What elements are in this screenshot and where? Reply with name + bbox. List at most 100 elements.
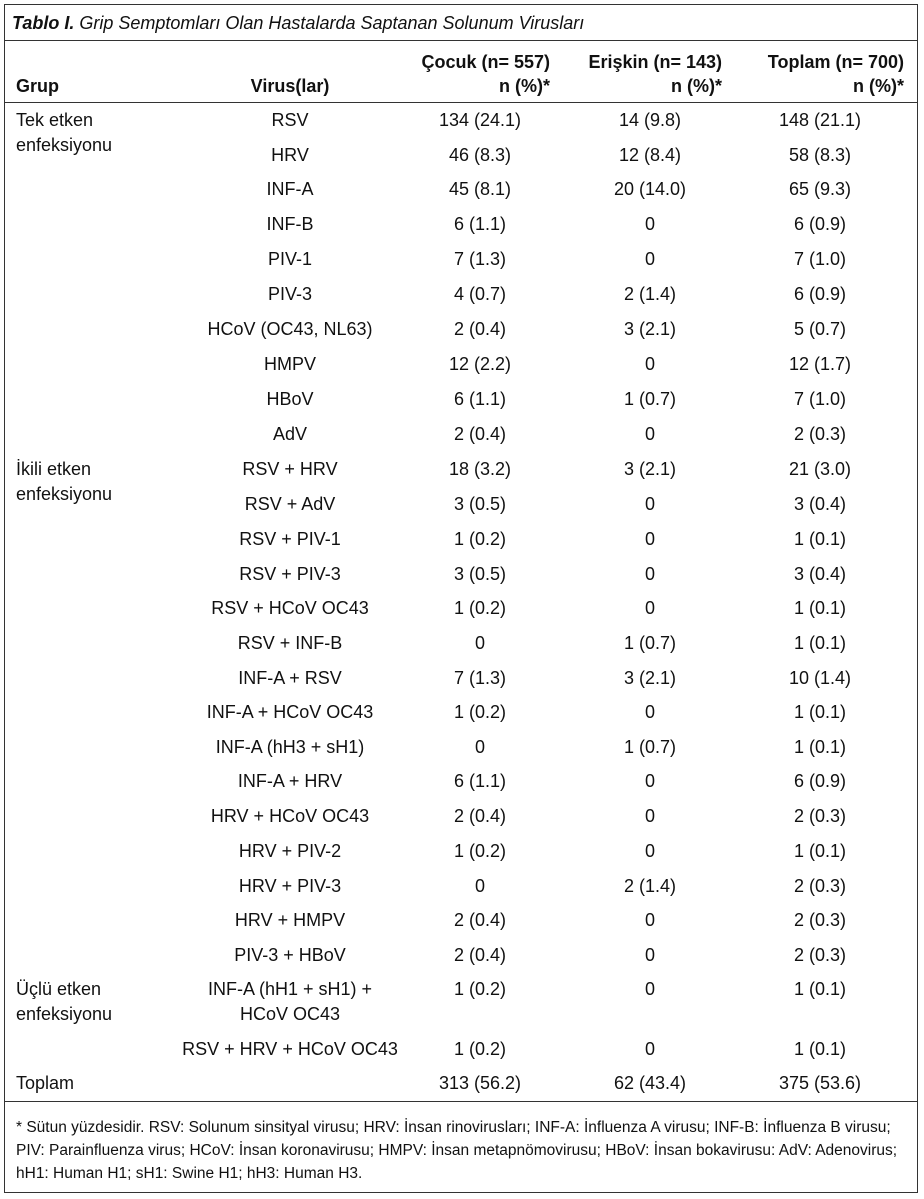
eriskin-cell: 3 (2.1) bbox=[623, 319, 677, 339]
header-cocuk-line2: n (%)* bbox=[499, 76, 550, 96]
header-cocuk-line1: Çocuk (n= 557) bbox=[421, 52, 550, 72]
cocuk-cell: 6 (1.1) bbox=[453, 771, 507, 791]
eriskin-cell: 2 (1.4) bbox=[623, 284, 677, 304]
toplam-cell: 6 (0.9) bbox=[793, 771, 847, 791]
group-label: Tek etken bbox=[16, 110, 94, 130]
table-frame bbox=[4, 4, 918, 1193]
group-label: enfeksiyonu bbox=[16, 135, 113, 155]
cocuk-cell: 1 (0.2) bbox=[453, 979, 507, 999]
toplam-cell: 7 (1.0) bbox=[793, 389, 847, 409]
cocuk-cell: 6 (1.1) bbox=[453, 214, 507, 234]
toplam-cell: 2 (0.3) bbox=[793, 876, 847, 896]
virus-cell: HRV + HMPV bbox=[234, 910, 346, 930]
cocuk-cell: 2 (0.4) bbox=[453, 945, 507, 965]
cocuk-cell: 2 (0.4) bbox=[453, 910, 507, 930]
total-cocuk-cell: 313 (56.2) bbox=[438, 1073, 522, 1093]
eriskin-cell: 0 bbox=[644, 494, 655, 514]
virus-cell: RSV + INF-B bbox=[237, 633, 343, 653]
eriskin-cell: 3 (2.1) bbox=[623, 459, 677, 479]
virus-cell: INF-A + HCoV OC43 bbox=[206, 702, 374, 722]
header-rule bbox=[4, 102, 918, 103]
virus-cell: HRV + PIV-2 bbox=[238, 841, 342, 861]
eriskin-cell: 0 bbox=[644, 529, 655, 549]
virus-cell: INF-A (hH3 + sH1) bbox=[215, 737, 365, 757]
group-label: Üçlü etken bbox=[16, 979, 102, 999]
virus-cell: RSV + PIV-3 bbox=[239, 564, 341, 584]
toplam-cell: 6 (0.9) bbox=[793, 284, 847, 304]
toplam-cell: 1 (0.1) bbox=[793, 841, 847, 861]
caption-title: Grip Semptomları Olan Hastalarda Saptana… bbox=[79, 13, 585, 33]
cocuk-cell: 2 (0.4) bbox=[453, 806, 507, 826]
toplam-cell: 3 (0.4) bbox=[793, 494, 847, 514]
eriskin-cell: 0 bbox=[644, 979, 655, 999]
header-grup: Grup bbox=[16, 76, 59, 96]
toplam-cell: 1 (0.1) bbox=[793, 737, 847, 757]
toplam-cell: 10 (1.4) bbox=[788, 668, 852, 688]
virus-cell: HCoV OC43 bbox=[239, 1004, 341, 1024]
cocuk-cell: 1 (0.2) bbox=[453, 598, 507, 618]
total-label: Toplam bbox=[16, 1073, 75, 1093]
toplam-cell: 2 (0.3) bbox=[793, 945, 847, 965]
table-caption: Tablo I. Grip Semptomları Olan Hastalard… bbox=[12, 8, 912, 38]
toplam-cell: 2 (0.3) bbox=[793, 424, 847, 444]
eriskin-cell: 1 (0.7) bbox=[623, 633, 677, 653]
cocuk-cell: 18 (3.2) bbox=[448, 459, 512, 479]
toplam-cell: 21 (3.0) bbox=[788, 459, 852, 479]
cocuk-cell: 2 (0.4) bbox=[453, 319, 507, 339]
cocuk-cell: 3 (0.5) bbox=[453, 494, 507, 514]
virus-cell: INF-A + RSV bbox=[238, 668, 342, 688]
virus-cell: RSV bbox=[271, 110, 309, 130]
eriskin-cell: 14 (9.8) bbox=[618, 110, 682, 130]
virus-cell: HRV + HCoV OC43 bbox=[210, 806, 370, 826]
eriskin-cell: 0 bbox=[644, 424, 655, 444]
eriskin-cell: 0 bbox=[644, 841, 655, 861]
eriskin-cell: 0 bbox=[644, 702, 655, 722]
toplam-cell: 1 (0.1) bbox=[793, 529, 847, 549]
cocuk-cell: 0 bbox=[474, 737, 485, 757]
header-eriskin-line1: Erişkin (n= 143) bbox=[588, 52, 722, 72]
toplam-cell: 2 (0.3) bbox=[793, 910, 847, 930]
toplam-cell: 12 (1.7) bbox=[788, 354, 852, 374]
virus-cell: RSV + PIV-1 bbox=[239, 529, 341, 549]
cocuk-cell: 12 (2.2) bbox=[448, 354, 512, 374]
virus-cell: RSV + HCoV OC43 bbox=[211, 598, 369, 618]
eriskin-cell: 0 bbox=[644, 771, 655, 791]
caption-rule bbox=[4, 40, 918, 41]
cocuk-cell: 2 (0.4) bbox=[453, 424, 507, 444]
toplam-cell: 1 (0.1) bbox=[793, 598, 847, 618]
footnote-rule bbox=[4, 1101, 918, 1102]
cocuk-cell: 1 (0.2) bbox=[453, 529, 507, 549]
virus-cell: INF-B bbox=[266, 214, 314, 234]
virus-cell: HMPV bbox=[263, 354, 316, 374]
toplam-cell: 65 (9.3) bbox=[788, 179, 852, 199]
eriskin-cell: 0 bbox=[644, 910, 655, 930]
cocuk-cell: 6 (1.1) bbox=[453, 389, 507, 409]
eriskin-cell: 0 bbox=[644, 598, 655, 618]
eriskin-cell: 1 (0.7) bbox=[623, 737, 677, 757]
virus-cell: PIV-1 bbox=[267, 249, 313, 269]
toplam-cell: 7 (1.0) bbox=[793, 249, 847, 269]
virus-cell: AdV bbox=[272, 424, 308, 444]
caption-label: Tablo I. bbox=[12, 13, 75, 33]
eriskin-cell: 0 bbox=[644, 1039, 655, 1059]
virus-cell: HRV + PIV-3 bbox=[238, 876, 342, 896]
total-eriskin-cell: 62 (43.4) bbox=[613, 1073, 687, 1093]
header-toplam-line2: n (%)* bbox=[853, 76, 904, 96]
total-toplam-cell: 375 (53.6) bbox=[778, 1073, 862, 1093]
eriskin-cell: 3 (2.1) bbox=[623, 668, 677, 688]
virus-cell: INF-A (hH1 + sH1) + bbox=[207, 979, 373, 999]
virus-cell: RSV + AdV bbox=[244, 494, 336, 514]
toplam-cell: 6 (0.9) bbox=[793, 214, 847, 234]
cocuk-cell: 7 (1.3) bbox=[453, 249, 507, 269]
group-label: İkili etken bbox=[16, 459, 92, 479]
virus-cell: HCoV (OC43, NL63) bbox=[207, 319, 373, 339]
toplam-cell: 1 (0.1) bbox=[793, 633, 847, 653]
virus-cell: HRV bbox=[271, 145, 309, 165]
eriskin-cell: 12 (8.4) bbox=[618, 145, 682, 165]
group-label: enfeksiyonu bbox=[16, 484, 113, 504]
cocuk-cell: 0 bbox=[474, 876, 485, 896]
virus-cell: HBoV bbox=[266, 389, 314, 409]
eriskin-cell: 0 bbox=[644, 354, 655, 374]
toplam-cell: 148 (21.1) bbox=[778, 110, 862, 130]
toplam-cell: 3 (0.4) bbox=[793, 564, 847, 584]
